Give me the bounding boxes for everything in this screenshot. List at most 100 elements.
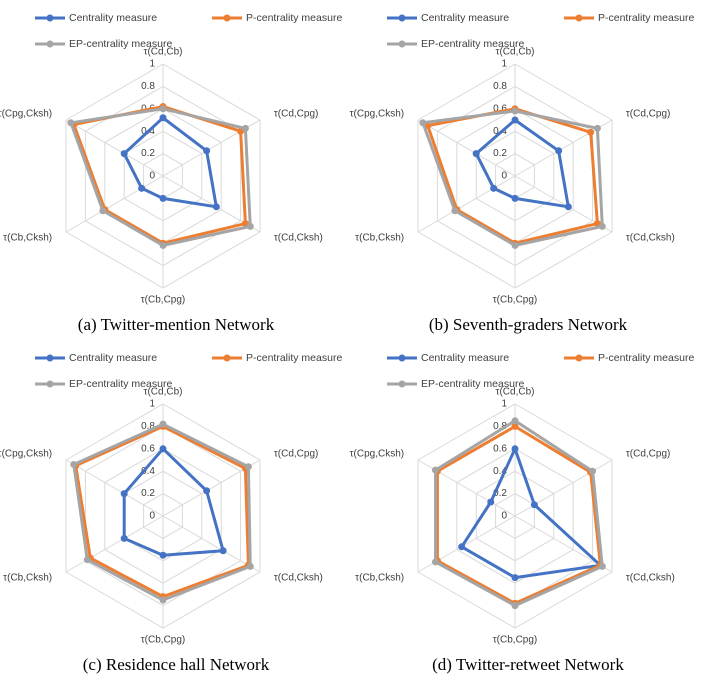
data-point bbox=[555, 147, 563, 155]
data-point bbox=[458, 543, 466, 551]
series-line bbox=[426, 107, 599, 245]
spoke bbox=[417, 119, 516, 177]
axis-label: τ(Cd,Cksh) bbox=[274, 573, 323, 584]
axis-label: τ(Cd,Cksh) bbox=[626, 233, 675, 244]
legend-marker bbox=[575, 354, 583, 362]
data-point bbox=[472, 150, 480, 158]
legend-label: P-centrality measure bbox=[598, 352, 694, 364]
spoke bbox=[65, 175, 164, 233]
data-point bbox=[159, 114, 167, 122]
data-point bbox=[159, 194, 167, 202]
legend-marker bbox=[46, 380, 54, 388]
legend-marker bbox=[398, 40, 406, 48]
data-point bbox=[246, 562, 254, 570]
radial-tick-label: 0 bbox=[149, 511, 155, 522]
data-point bbox=[244, 463, 252, 471]
data-point bbox=[212, 203, 220, 211]
data-point bbox=[120, 490, 128, 498]
data-point bbox=[487, 498, 495, 506]
radial-tick-label: 0 bbox=[501, 511, 507, 522]
data-point bbox=[490, 184, 498, 192]
axis-label: τ(Cb,Cksh) bbox=[355, 573, 404, 584]
data-point bbox=[598, 222, 606, 230]
axis-label: τ(Cb,Cksh) bbox=[3, 573, 52, 584]
legend-label: EP-centrality measure bbox=[69, 378, 172, 390]
radial-tick-label: 1 bbox=[149, 399, 155, 410]
data-point bbox=[159, 241, 167, 249]
spoke bbox=[65, 459, 164, 517]
radial-tick-label: 1 bbox=[501, 399, 507, 410]
data-point bbox=[511, 194, 519, 202]
spoke bbox=[417, 175, 516, 233]
data-point bbox=[419, 119, 427, 127]
spoke bbox=[65, 515, 164, 573]
axis-label: τ(Cd,Cb) bbox=[144, 387, 183, 398]
axis-label: τ(Cd,Cb) bbox=[496, 47, 535, 58]
radial-tick-label: 0.4 bbox=[493, 466, 507, 477]
spoke bbox=[65, 119, 164, 177]
legend-marker bbox=[398, 380, 406, 388]
data-point bbox=[246, 222, 254, 230]
axis-label: τ(Cb,Cpg) bbox=[493, 635, 538, 646]
radial-tick-label: 0.2 bbox=[141, 148, 155, 159]
radial-tick-label: 0 bbox=[149, 171, 155, 182]
legend-marker bbox=[398, 14, 406, 22]
radial-tick-label: 0.8 bbox=[141, 421, 155, 432]
data-point bbox=[511, 116, 519, 124]
caption: (a) Twitter-mention Network bbox=[78, 315, 275, 334]
radial-tick-label: 0.2 bbox=[493, 148, 507, 159]
legend-label: Centrality measure bbox=[421, 352, 509, 364]
legend-label: P-centrality measure bbox=[598, 12, 694, 24]
data-point bbox=[511, 417, 519, 425]
data-point bbox=[431, 558, 439, 566]
legend-label: P-centrality measure bbox=[246, 12, 342, 24]
axis-label: τ(Cpg,Cksh) bbox=[350, 449, 405, 460]
radial-tick-label: 0.6 bbox=[141, 443, 155, 454]
spoke bbox=[162, 515, 261, 573]
legend-marker bbox=[46, 14, 54, 22]
axis-label: τ(Cb,Cpg) bbox=[141, 635, 186, 646]
data-point bbox=[120, 534, 128, 542]
data-point bbox=[159, 596, 167, 604]
data-point bbox=[138, 184, 146, 192]
data-point bbox=[511, 422, 519, 430]
data-point bbox=[70, 460, 78, 468]
data-point bbox=[431, 466, 439, 474]
caption: (b) Seventh-graders Network bbox=[429, 315, 628, 334]
data-point bbox=[598, 562, 606, 570]
axis-label: τ(Cpg,Cksh) bbox=[0, 109, 52, 120]
axis-label: τ(Cd,Cb) bbox=[496, 387, 535, 398]
data-point bbox=[511, 107, 519, 115]
axis-label: τ(Cb,Cpg) bbox=[493, 295, 538, 306]
legend-marker bbox=[398, 354, 406, 362]
legend-label: EP-centrality measure bbox=[421, 378, 524, 390]
legend-label: P-centrality measure bbox=[246, 352, 342, 364]
axis-label: τ(Cb,Cksh) bbox=[3, 233, 52, 244]
legend-label: EP-centrality measure bbox=[69, 38, 172, 50]
legend-marker bbox=[46, 354, 54, 362]
axis-label: τ(Cpg,Cksh) bbox=[350, 109, 405, 120]
data-point bbox=[589, 467, 597, 475]
data-point bbox=[159, 105, 167, 113]
data-point bbox=[587, 128, 595, 136]
radial-tick-label: 0.2 bbox=[141, 488, 155, 499]
data-point bbox=[203, 147, 211, 155]
radial-tick-label: 0.4 bbox=[141, 466, 155, 477]
radial-tick-label: 0.8 bbox=[141, 81, 155, 92]
data-point bbox=[511, 602, 519, 610]
axis-label: τ(Cb,Cpg) bbox=[141, 295, 186, 306]
axis-label: τ(Cd,Cpg) bbox=[274, 449, 319, 460]
caption: (c) Residence hall Network bbox=[83, 655, 270, 674]
data-point bbox=[451, 207, 459, 215]
data-point bbox=[593, 124, 601, 132]
radial-tick-label: 0.6 bbox=[493, 443, 507, 454]
axis-label: τ(Cb,Cksh) bbox=[355, 233, 404, 244]
legend-label: Centrality measure bbox=[69, 352, 157, 364]
series-line bbox=[421, 109, 604, 247]
legend-label: Centrality measure bbox=[421, 12, 509, 24]
data-point bbox=[511, 445, 519, 453]
data-point bbox=[511, 574, 519, 582]
axis-label: τ(Cd,Cb) bbox=[144, 47, 183, 58]
radial-tick-label: 0.6 bbox=[493, 103, 507, 114]
